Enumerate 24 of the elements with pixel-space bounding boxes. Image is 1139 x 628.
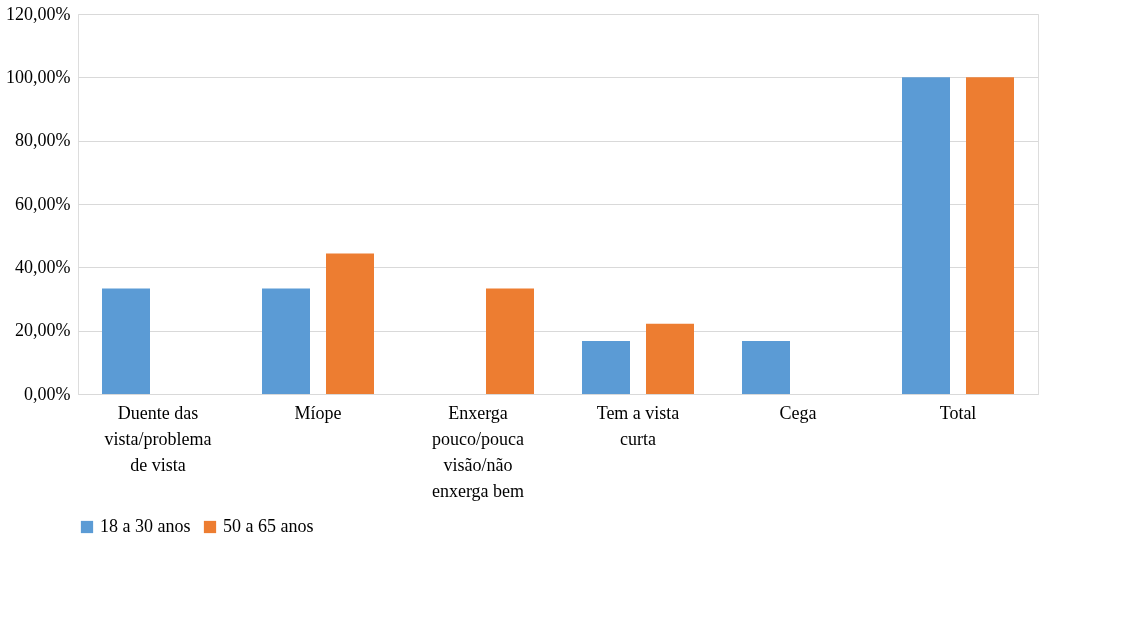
bar (326, 253, 374, 394)
x-tick-label: Cega (779, 402, 817, 423)
y-tick-label: 20,00% (15, 320, 71, 341)
y-tick-label: 80,00% (15, 130, 71, 151)
bar (262, 288, 310, 394)
x-tick-label: Tem a vista curta (596, 402, 680, 449)
y-tick-label: 0,00% (24, 383, 71, 404)
x-tick-label: Total (939, 402, 977, 423)
y-tick-label: 40,00% (15, 256, 71, 277)
bar (646, 323, 694, 394)
x-tick-label: Duente das vista/problema de vista (104, 402, 212, 475)
x-tick-label: Míope (294, 402, 342, 423)
y-tick-label: 100,00% (6, 66, 71, 87)
legend-label: 50 a 65 anos (223, 516, 314, 536)
bar (902, 77, 950, 394)
x-tick-label: Enxerga pouco/pouca visão/não enxerga bem (431, 402, 525, 501)
bar (966, 77, 1014, 394)
bar (102, 288, 150, 394)
y-tick-label: 120,00% (6, 3, 71, 24)
bar (582, 341, 630, 394)
y-tick-label: 60,00% (15, 193, 71, 214)
legend-label: 18 a 30 anos (100, 516, 191, 536)
bar (742, 341, 790, 394)
bar (486, 288, 534, 394)
